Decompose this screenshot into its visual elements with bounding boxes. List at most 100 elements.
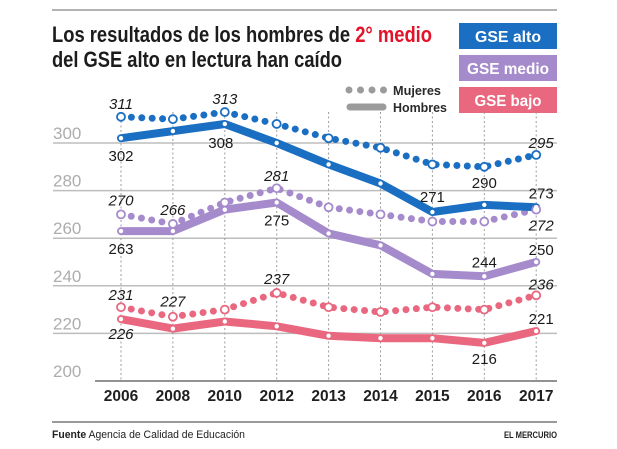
legend-item-gse-alto: GSE alto — [459, 23, 557, 49]
x-tick-label: 2016 — [467, 388, 502, 405]
x-tick-label: 2008 — [156, 388, 191, 405]
x-axis: 2006 2008 2010 2012 2013 2014 2015 2016 2017 — [95, 380, 557, 405]
data-label: 226 — [107, 326, 134, 343]
publisher-credit: EL MERCURIO — [504, 430, 557, 441]
data-point — [378, 181, 383, 186]
series-line-gse-bajo-mujeres — [117, 289, 540, 321]
data-point — [326, 333, 331, 338]
data-label: 295 — [528, 135, 555, 152]
y-tick-label: 300 — [53, 124, 81, 143]
data-point — [323, 302, 334, 313]
data-point — [427, 159, 438, 170]
data-label: 244 — [472, 254, 497, 271]
data-label: 216 — [472, 351, 497, 368]
data-point — [219, 304, 230, 315]
x-tick-label: 2017 — [519, 388, 553, 405]
data-point — [326, 162, 331, 167]
data-label: 302 — [108, 148, 133, 165]
data-points — [116, 107, 542, 346]
data-label: 270 — [107, 192, 134, 209]
data-point — [116, 209, 126, 220]
data-point — [479, 304, 490, 315]
data-label: 271 — [420, 189, 445, 206]
data-point — [326, 231, 331, 236]
data-point — [375, 209, 386, 220]
legend-item-hombres: Hombres — [346, 100, 447, 115]
series-line-gse-bajo-hombres — [117, 315, 541, 347]
data-point — [271, 288, 282, 298]
data-point — [482, 202, 487, 208]
data-label: 266 — [159, 202, 186, 219]
data-point — [274, 324, 279, 329]
legend-label-hombres: Hombres — [393, 100, 447, 115]
data-point — [167, 114, 178, 125]
legend-item-mujeres: Mujeres — [345, 83, 441, 98]
data-point — [323, 202, 334, 213]
data-point — [482, 274, 487, 279]
data-point — [222, 207, 227, 212]
title-prefix: Los resultados de los hombres de — [52, 22, 355, 47]
data-point — [534, 328, 539, 334]
y-tick-label: 200 — [53, 362, 81, 381]
gridlines: 200 220 240 260 280 300 — [53, 124, 557, 381]
legend-groups: GSE alto GSE medio GSE bajo — [459, 23, 557, 113]
data-point — [430, 335, 435, 341]
x-tick-label: 2012 — [259, 388, 293, 405]
data-label: 237 — [263, 271, 290, 288]
data-point — [534, 205, 539, 210]
source-text: Agencia de Calidad de Educación — [86, 429, 245, 441]
data-point — [271, 119, 282, 129]
data-labels: 311 313 290 295 302 308 271 273 270 266 281 272 263 2… — [107, 91, 554, 368]
x-tick-label: 2014 — [363, 388, 398, 405]
legend-styles: Mujeres Hombres — [345, 83, 447, 115]
x-tick-label: 2010 — [208, 388, 242, 405]
data-label: 263 — [108, 241, 133, 258]
legend-label-mujeres: Mujeres — [393, 83, 441, 98]
data-point — [170, 128, 176, 134]
legend-swatch-gse-alto — [459, 23, 557, 49]
data-point — [375, 142, 386, 153]
data-label: 273 — [529, 185, 554, 202]
data-point — [531, 149, 542, 160]
legend-swatch-gse-bajo — [459, 87, 557, 113]
legend-label-gse-alto: GSE alto — [475, 29, 541, 46]
data-point — [482, 340, 487, 346]
data-label: 272 — [528, 218, 555, 235]
data-point — [116, 302, 126, 313]
data-point — [167, 311, 178, 322]
chart-title-line-2: del GSE alto en lectura han caído — [52, 47, 342, 72]
data-point — [118, 316, 124, 322]
data-point — [219, 197, 230, 208]
data-label: 231 — [107, 287, 133, 304]
data-point — [479, 216, 490, 227]
data-point — [219, 107, 230, 117]
data-point — [116, 111, 126, 122]
data-point — [479, 161, 490, 172]
data-point — [323, 133, 334, 144]
data-label: 227 — [159, 294, 186, 311]
y-tick-label: 240 — [53, 267, 81, 286]
legend-swatch-gse-medio — [459, 55, 557, 81]
data-label: 290 — [472, 175, 497, 192]
data-label: 250 — [529, 242, 554, 259]
y-tick-label: 280 — [53, 172, 81, 191]
x-tick-label: 2006 — [104, 388, 139, 405]
data-point — [375, 307, 386, 317]
source-label: Fuente — [52, 429, 86, 441]
legend-label-gse-medio: GSE medio — [467, 61, 549, 78]
legend-label-gse-bajo: GSE bajo — [475, 93, 542, 110]
data-point — [378, 243, 383, 248]
data-label: 311 — [109, 96, 133, 113]
y-tick-label: 260 — [53, 219, 81, 238]
data-point — [222, 121, 227, 127]
y-tick-label: 220 — [53, 314, 81, 333]
data-point — [118, 136, 124, 141]
data-point — [430, 209, 435, 215]
data-label: 281 — [263, 168, 289, 185]
x-tick-label: 2015 — [415, 388, 450, 405]
data-label: 275 — [264, 213, 289, 230]
source-note: Fuente Agencia de Calidad de Educación — [52, 429, 245, 441]
data-point — [222, 319, 227, 324]
data-point — [274, 140, 279, 146]
